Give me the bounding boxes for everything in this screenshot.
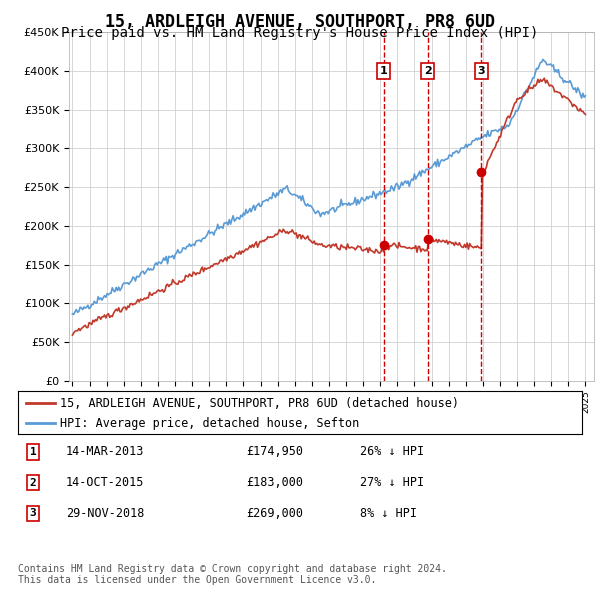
Text: Contains HM Land Registry data © Crown copyright and database right 2024.
This d: Contains HM Land Registry data © Crown c… xyxy=(18,563,447,585)
Text: Price paid vs. HM Land Registry's House Price Index (HPI): Price paid vs. HM Land Registry's House … xyxy=(61,26,539,40)
Text: 1: 1 xyxy=(380,66,388,76)
Text: 1: 1 xyxy=(29,447,37,457)
Text: 29-NOV-2018: 29-NOV-2018 xyxy=(66,507,145,520)
Text: 27% ↓ HPI: 27% ↓ HPI xyxy=(360,476,424,489)
Text: 2: 2 xyxy=(424,66,431,76)
Text: 15, ARDLEIGH AVENUE, SOUTHPORT, PR8 6UD (detached house): 15, ARDLEIGH AVENUE, SOUTHPORT, PR8 6UD … xyxy=(60,396,460,409)
Text: 14-OCT-2015: 14-OCT-2015 xyxy=(66,476,145,489)
Text: £269,000: £269,000 xyxy=(246,507,303,520)
Text: 3: 3 xyxy=(29,509,37,518)
Text: £174,950: £174,950 xyxy=(246,445,303,458)
Text: 26% ↓ HPI: 26% ↓ HPI xyxy=(360,445,424,458)
Text: 15, ARDLEIGH AVENUE, SOUTHPORT, PR8 6UD: 15, ARDLEIGH AVENUE, SOUTHPORT, PR8 6UD xyxy=(105,13,495,31)
Text: 14-MAR-2013: 14-MAR-2013 xyxy=(66,445,145,458)
Text: HPI: Average price, detached house, Sefton: HPI: Average price, detached house, Seft… xyxy=(60,417,359,430)
Text: 2: 2 xyxy=(29,478,37,487)
Text: 8% ↓ HPI: 8% ↓ HPI xyxy=(360,507,417,520)
Text: £183,000: £183,000 xyxy=(246,476,303,489)
Text: 3: 3 xyxy=(478,66,485,76)
